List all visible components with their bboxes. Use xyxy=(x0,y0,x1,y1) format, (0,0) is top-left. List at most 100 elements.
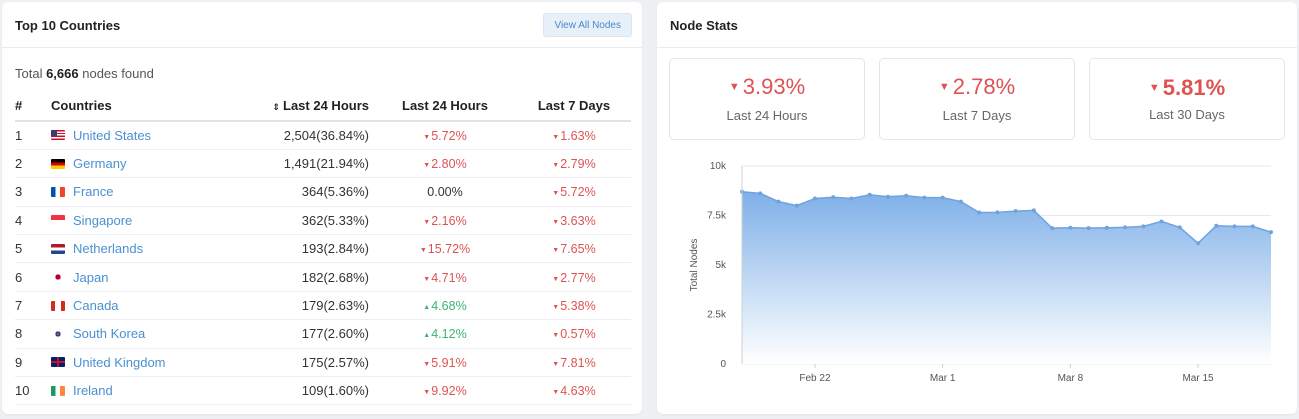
caret-down-icon: ▼ xyxy=(423,389,431,397)
nl-flag-icon xyxy=(51,243,65,254)
y-tick-label: 0 xyxy=(720,359,726,370)
data-point xyxy=(977,210,982,215)
stat-value: ▼ 3.93% xyxy=(670,74,864,100)
chart-axes: 0 2.5k 5k 7.5k 10k Total Nodes Feb 22 Mar 1 Mar … xyxy=(689,161,1214,384)
data-point xyxy=(885,194,890,199)
fr-flag-icon xyxy=(51,186,65,197)
panel-title: Node Stats xyxy=(670,18,738,33)
total-nodes-line xyxy=(741,190,1272,245)
change-24h-value: ▼5.91% xyxy=(423,355,467,370)
change-7d-cell: ▼2.79% xyxy=(517,149,631,179)
country-link[interactable]: South Korea xyxy=(73,326,146,342)
table-row: 5 Netherlands 193(2.84%) ▼15.72% ▼7.65% xyxy=(15,234,631,264)
data-point xyxy=(1013,209,1018,214)
change-24h-cell: ▼4.71% xyxy=(373,262,517,292)
country-cell: Canada xyxy=(51,291,211,321)
data-point xyxy=(940,195,945,200)
caret-down-icon: ▼ xyxy=(423,218,431,226)
change-7d-value: ▼1.63% xyxy=(552,128,596,143)
data-point xyxy=(849,196,854,201)
rank-cell: 10 xyxy=(15,376,51,406)
data-point xyxy=(1196,241,1201,246)
change-24h-value: ▼5.72% xyxy=(423,128,467,143)
top-countries-panel: Top 10 Countries View All Nodes Total 6,… xyxy=(2,2,642,414)
last24-count-header[interactable]: ⇕ Last 24 Hours xyxy=(211,90,373,122)
change-24h-cell: ▲4.68% xyxy=(373,291,517,321)
data-point xyxy=(904,193,909,198)
change-24h-cell: ▲4.12% xyxy=(373,319,517,349)
total-suffix: nodes found xyxy=(78,66,154,81)
data-point xyxy=(1141,224,1146,229)
rank-cell: 3 xyxy=(15,177,51,207)
country-link[interactable]: Netherlands xyxy=(73,241,144,257)
table-header-row: # Countries ⇕ Last 24 Hours Last 24 Hours… xyxy=(15,90,631,122)
country-link[interactable]: United States xyxy=(73,127,152,143)
data-point xyxy=(1031,208,1036,213)
country-cell: Netherlands xyxy=(51,234,211,264)
change-24h-cell: ▼2.16% xyxy=(373,206,517,236)
data-point xyxy=(958,199,963,204)
country-cell: France xyxy=(51,177,211,207)
change-7d-cell: ▼7.65% xyxy=(517,234,631,264)
change-7d-value: ▼3.63% xyxy=(552,213,596,228)
change-7d-cell: ▼1.63% xyxy=(517,121,631,150)
data-point xyxy=(1050,226,1055,231)
data-point xyxy=(758,191,763,196)
node-count-cell: 362(5.33%) xyxy=(211,206,373,236)
data-point xyxy=(1159,219,1164,224)
sg-flag-icon xyxy=(51,215,65,226)
node-count-cell: 179(2.63%) xyxy=(211,291,373,321)
caret-up-icon: ▲ xyxy=(423,332,431,340)
table-row: 9 United Kingdom 175(2.57%) ▼5.91% ▼7.81% xyxy=(15,348,631,378)
data-point xyxy=(1068,225,1073,230)
rank-cell: 2 xyxy=(15,149,51,179)
data-point xyxy=(867,192,872,197)
data-point xyxy=(812,196,817,201)
country-cell: Singapore xyxy=(51,206,211,236)
caret-down-icon: ▼ xyxy=(552,304,560,312)
caret-down-icon: ▼ xyxy=(552,389,560,397)
view-all-nodes-button[interactable]: View All Nodes xyxy=(543,13,632,37)
change-7d-cell: ▼2.77% xyxy=(517,262,631,292)
node-count-cell: 364(5.36%) xyxy=(211,177,373,207)
country-cell: Japan xyxy=(51,262,211,292)
country-link[interactable]: Singapore xyxy=(73,212,133,228)
stat-value: ▼ 5.81% xyxy=(1090,75,1284,101)
stat-value-text: 2.78% xyxy=(952,74,1016,99)
node-count-cell: 193(2.84%) xyxy=(211,234,373,264)
caret-up-icon: ▲ xyxy=(423,304,431,312)
caret-down-icon: ▼ xyxy=(552,332,560,340)
caret-down-icon: ▼ xyxy=(423,133,431,141)
y-tick-label: 7.5k xyxy=(707,211,727,222)
country-link[interactable]: Germany xyxy=(73,156,127,172)
data-point xyxy=(831,195,836,200)
stat-value: ▼ 2.78% xyxy=(880,74,1074,100)
caret-down-icon: ▼ xyxy=(423,360,431,368)
change-24h-value: ▼2.80% xyxy=(423,157,467,172)
table-row: 4 Singapore 362(5.33%) ▼2.16% ▼3.63% xyxy=(15,206,631,236)
change-24h-value: ▼2.16% xyxy=(423,213,467,228)
ie-flag-icon xyxy=(51,385,65,396)
stat-card-7d: ▼ 2.78% Last 7 Days xyxy=(879,58,1075,140)
caret-down-icon: ▼ xyxy=(552,190,560,198)
country-link[interactable]: United Kingdom xyxy=(73,354,166,370)
country-link[interactable]: Canada xyxy=(73,298,119,314)
chart-area-series xyxy=(741,190,1272,364)
stat-value-text: 5.81% xyxy=(1162,75,1226,100)
data-point xyxy=(1104,225,1109,230)
last7-header: Last 7 Days xyxy=(517,90,631,122)
data-point xyxy=(1250,224,1255,229)
caret-down-icon: ▼ xyxy=(419,247,427,255)
data-point xyxy=(922,195,927,200)
country-link[interactable]: Japan xyxy=(73,269,109,285)
table-row: 3 France 364(5.36%) 0.00% ▼5.72% xyxy=(15,177,631,207)
y-tick-label: 2.5k xyxy=(707,310,727,321)
node-count-cell: 1,491(21.94%) xyxy=(211,149,373,179)
caret-down-icon: ▼ xyxy=(552,133,560,141)
country-link[interactable]: Ireland xyxy=(73,383,113,399)
sort-icon: ⇕ xyxy=(272,101,281,112)
panel-header: Node Stats xyxy=(657,2,1297,48)
caret-down-icon: ▼ xyxy=(423,162,431,170)
y-tick-label: 5k xyxy=(715,260,727,271)
country-link[interactable]: France xyxy=(73,184,114,200)
